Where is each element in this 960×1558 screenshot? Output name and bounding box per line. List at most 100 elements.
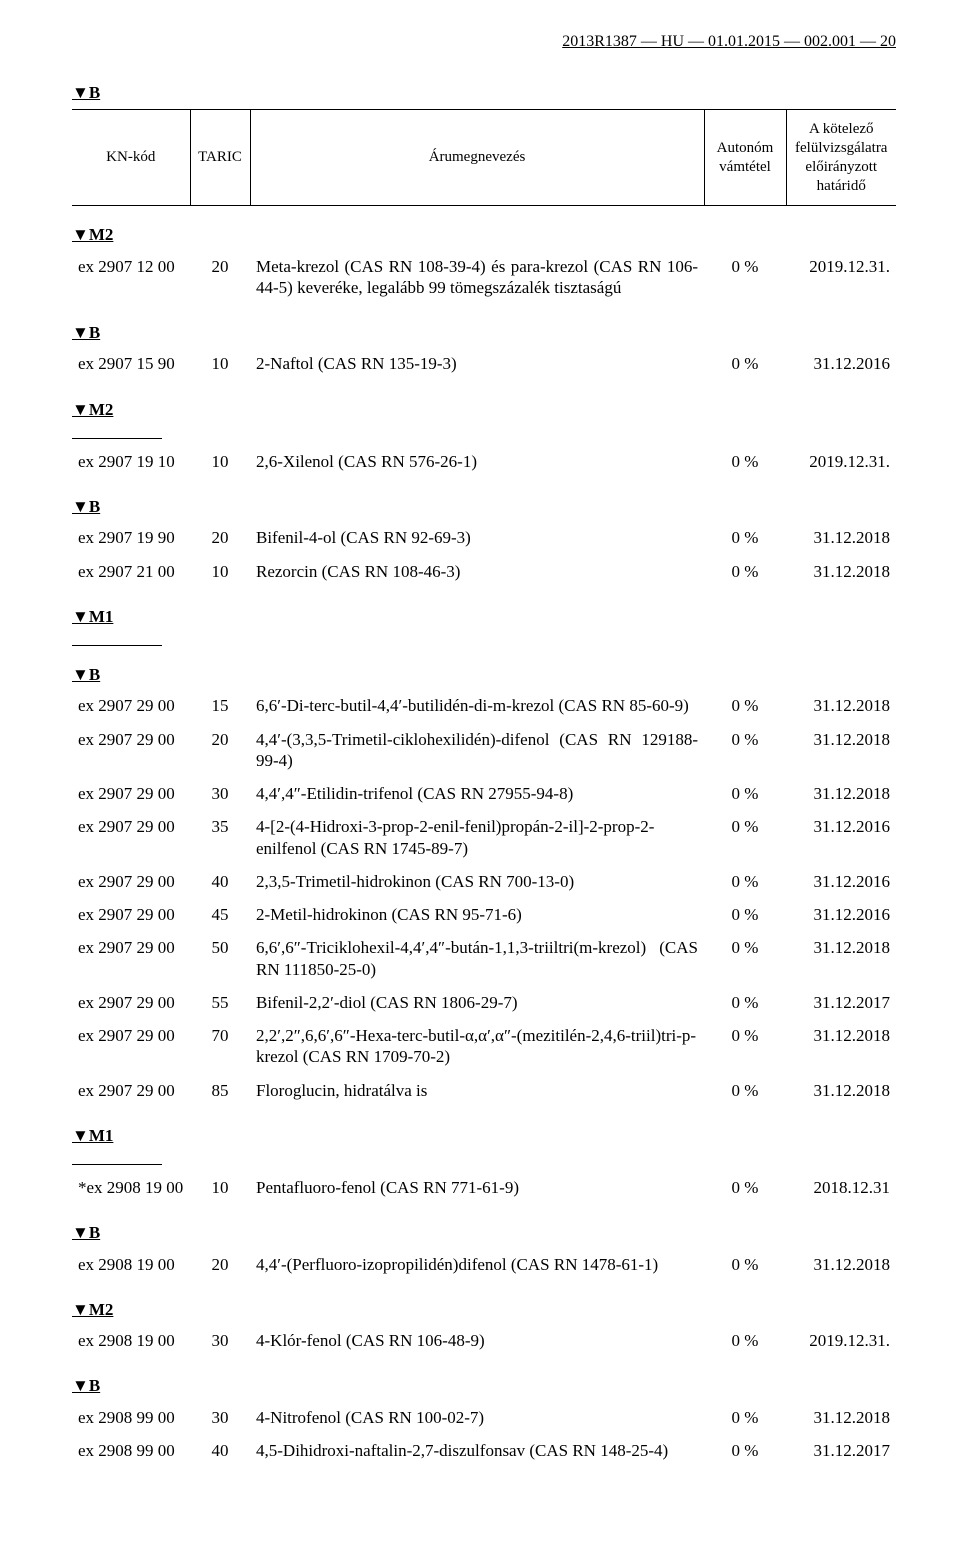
- marker-M1: ▼M1: [72, 606, 896, 627]
- cell-duty: 0 %: [704, 898, 786, 931]
- cell-dl: 31.12.2018: [786, 1074, 896, 1107]
- cell-taric: 85: [190, 1074, 250, 1107]
- cell-kn: ex 2907 21 00: [72, 555, 190, 588]
- data-table: ex 2907 19 9020Bifenil-4-ol (CAS RN 92-6…: [72, 521, 896, 588]
- cell-desc: 2,3,5-Trimetil-hidrokinon (CAS RN 700-13…: [250, 865, 704, 898]
- table-row: ex 2907 29 00156,6′-Di-terc-butil-4,4′-b…: [72, 689, 896, 722]
- table-row: ex 2907 29 00354-[2-(4-Hidroxi-3-prop-2-…: [72, 810, 896, 865]
- cell-dl: 31.12.2017: [786, 986, 896, 1019]
- cell-duty: 0 %: [704, 986, 786, 1019]
- header-taric: TARIC: [190, 110, 250, 206]
- cell-duty: 0 %: [704, 689, 786, 722]
- header-deadline: A kötelező felülvizsgálatra előirányzott…: [786, 110, 896, 206]
- cell-duty: 0 %: [704, 723, 786, 778]
- cell-desc: 4,5-Dihidroxi-naftalin-2,7-diszulfonsav …: [250, 1434, 704, 1467]
- table-row: ex 2907 19 9020Bifenil-4-ol (CAS RN 92-6…: [72, 521, 896, 554]
- marker-M1-label: ▼M1: [72, 1126, 113, 1145]
- cell-taric: 50: [190, 931, 250, 986]
- marker-M2-label: ▼M2: [72, 1300, 113, 1319]
- marker-M2-label: ▼M2: [72, 400, 113, 419]
- table-row: ex 2907 29 00304,4′,4″-Etilidin-trifenol…: [72, 777, 896, 810]
- cell-duty: 0 %: [704, 931, 786, 986]
- running-head: 2013R1387 — HU — 01.01.2015 — 002.001 — …: [72, 32, 896, 52]
- table-row: ex 2907 29 00204,4′-(3,3,5-Trimetil-cikl…: [72, 723, 896, 778]
- cell-kn: ex 2907 29 00: [72, 1019, 190, 1074]
- cell-dl: 31.12.2016: [786, 810, 896, 865]
- marker-B-label: ▼B: [72, 1376, 100, 1395]
- cell-kn: ex 2907 12 00: [72, 250, 190, 305]
- cell-kn: ex 2907 29 00: [72, 898, 190, 931]
- cell-taric: 20: [190, 723, 250, 778]
- cell-desc: 4-[2-(4-Hidroxi-3-prop-2-enil-fenil)prop…: [250, 810, 704, 865]
- header-row: KN-kód TARIC Árumegnevezés Autonóm vámté…: [72, 110, 896, 206]
- cell-duty: 0 %: [704, 521, 786, 554]
- cell-dl: 2019.12.31.: [786, 1324, 896, 1357]
- cell-duty: 0 %: [704, 555, 786, 588]
- cell-taric: 70: [190, 1019, 250, 1074]
- section-divider: [72, 438, 162, 439]
- cell-taric: 40: [190, 865, 250, 898]
- marker-M2: ▼M2: [72, 1299, 896, 1320]
- cell-dl: 31.12.2016: [786, 865, 896, 898]
- cell-desc: 6,6′-Di-terc-butil-4,4′-butilidén-di-m-k…: [250, 689, 704, 722]
- cell-kn: ex 2907 19 90: [72, 521, 190, 554]
- cell-desc: 4,4′-(Perfluoro-izopropilidén)difenol (C…: [250, 1248, 704, 1281]
- table-row: ex 2907 29 00702,2′,2″,6,6′,6″-Hexa-terc…: [72, 1019, 896, 1074]
- table-row: ex 2908 19 00204,4′-(Perfluoro-izopropil…: [72, 1248, 896, 1281]
- cell-desc: 2-Metil-hidrokinon (CAS RN 95-71-6): [250, 898, 704, 931]
- table-row: ex 2907 29 0055Bifenil-2,2′-diol (CAS RN…: [72, 986, 896, 1019]
- cell-dl: 31.12.2018: [786, 521, 896, 554]
- cell-kn: ex 2908 99 00: [72, 1401, 190, 1434]
- table-row: *ex 2908 19 0010Pentafluoro-fenol (CAS R…: [72, 1171, 896, 1204]
- marker-B: ▼B: [72, 322, 896, 343]
- cell-desc: 4-Klór-fenol (CAS RN 106-48-9): [250, 1324, 704, 1357]
- cell-taric: 55: [190, 986, 250, 1019]
- cell-kn: ex 2907 29 00: [72, 810, 190, 865]
- marker-M2: ▼M2: [72, 399, 896, 420]
- cell-kn: ex 2907 29 00: [72, 1074, 190, 1107]
- table-row: ex 2907 29 00506,6′,6″-Triciklohexil-4,4…: [72, 931, 896, 986]
- marker-B-top: ▼B: [72, 82, 896, 103]
- cell-desc: Floroglucin, hidratálva is: [250, 1074, 704, 1107]
- groups-host: ▼M2ex 2907 12 0020Meta-krezol (CAS RN 10…: [72, 224, 896, 1467]
- cell-taric: 20: [190, 250, 250, 305]
- cell-desc: Bifenil-2,2′-diol (CAS RN 1806-29-7): [250, 986, 704, 1019]
- cell-duty: 0 %: [704, 810, 786, 865]
- cell-taric: 20: [190, 521, 250, 554]
- cell-taric: 35: [190, 810, 250, 865]
- cell-duty: 0 %: [704, 1434, 786, 1467]
- cell-taric: 15: [190, 689, 250, 722]
- table-row: ex 2908 99 00304-Nitrofenol (CAS RN 100-…: [72, 1401, 896, 1434]
- cell-duty: 0 %: [704, 445, 786, 478]
- cell-dl: 31.12.2018: [786, 1019, 896, 1074]
- data-table: *ex 2908 19 0010Pentafluoro-fenol (CAS R…: [72, 1171, 896, 1204]
- cell-dl: 31.12.2018: [786, 689, 896, 722]
- cell-taric: 20: [190, 1248, 250, 1281]
- marker-B: ▼B: [72, 1222, 896, 1243]
- data-table: ex 2907 15 90102-Naftol (CAS RN 135-19-3…: [72, 347, 896, 380]
- cell-dl: 31.12.2018: [786, 777, 896, 810]
- cell-duty: 0 %: [704, 865, 786, 898]
- table-row: ex 2907 21 0010Rezorcin (CAS RN 108-46-3…: [72, 555, 896, 588]
- header-table: KN-kód TARIC Árumegnevezés Autonóm vámté…: [72, 109, 896, 206]
- cell-dl: 31.12.2018: [786, 1401, 896, 1434]
- marker-B-label: ▼B: [72, 665, 100, 684]
- table-row: ex 2907 29 00452-Metil-hidrokinon (CAS R…: [72, 898, 896, 931]
- cell-taric: 10: [190, 555, 250, 588]
- cell-duty: 0 %: [704, 1324, 786, 1357]
- cell-kn: ex 2907 19 10: [72, 445, 190, 478]
- cell-duty: 0 %: [704, 250, 786, 305]
- marker-B: ▼B: [72, 1375, 896, 1396]
- header-duty: Autonóm vámtétel: [704, 110, 786, 206]
- cell-kn: ex 2907 29 00: [72, 931, 190, 986]
- data-table: ex 2908 19 00304-Klór-fenol (CAS RN 106-…: [72, 1324, 896, 1357]
- cell-desc: Rezorcin (CAS RN 108-46-3): [250, 555, 704, 588]
- header-kn: KN-kód: [72, 110, 190, 206]
- cell-kn: ex 2907 29 00: [72, 986, 190, 1019]
- data-table: ex 2908 99 00304-Nitrofenol (CAS RN 100-…: [72, 1401, 896, 1468]
- cell-desc: Bifenil-4-ol (CAS RN 92-69-3): [250, 521, 704, 554]
- cell-kn: ex 2908 99 00: [72, 1434, 190, 1467]
- marker-B-label: ▼B: [72, 1223, 100, 1242]
- cell-duty: 0 %: [704, 777, 786, 810]
- section-divider: [72, 1164, 162, 1165]
